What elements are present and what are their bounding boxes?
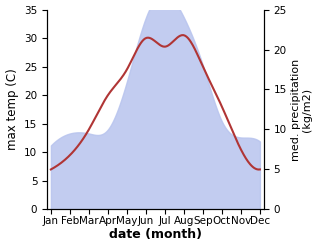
- Y-axis label: max temp (C): max temp (C): [5, 69, 18, 150]
- Y-axis label: med. precipitation
(kg/m2): med. precipitation (kg/m2): [291, 58, 313, 161]
- X-axis label: date (month): date (month): [109, 228, 202, 242]
